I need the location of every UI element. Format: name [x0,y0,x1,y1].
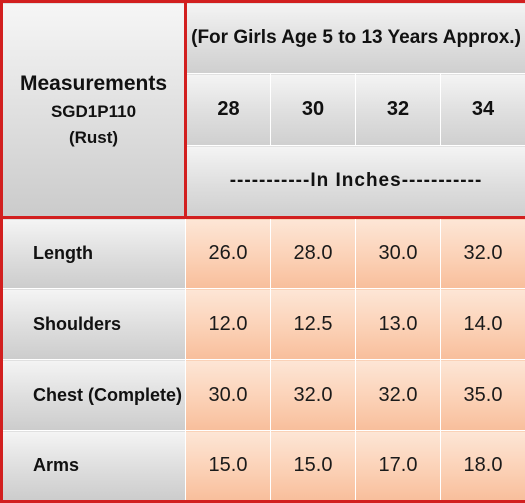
value-cell: 12.5 [271,289,356,360]
value-cell: 30.0 [186,360,271,431]
size-header-34: 34 [441,74,525,146]
value-cell: 15.0 [271,431,356,502]
value-cell: 28.0 [271,218,356,289]
table-row: Length 26.0 28.0 30.0 32.0 [2,218,525,289]
value-cell: 32.0 [356,360,441,431]
value-cell: 32.0 [271,360,356,431]
value-cell: 18.0 [441,431,525,502]
table-row: Shoulders 12.0 12.5 13.0 14.0 [2,289,525,360]
size-header-32: 32 [356,74,441,146]
value-cell: 17.0 [356,431,441,502]
value-cell: 35.0 [441,360,525,431]
product-color: (Rust) [3,127,184,148]
value-cell: 12.0 [186,289,271,360]
size-header-30: 30 [271,74,356,146]
row-label-arms: Arms [2,431,186,502]
value-cell: 26.0 [186,218,271,289]
age-range-header: (For Girls Age 5 to 13 Years Approx.) [186,2,525,74]
row-label-length: Length [2,218,186,289]
row-label-chest: Chest (Complete) [2,360,186,431]
size-header-28: 28 [186,74,271,146]
units-label: -----------In Inches----------- [186,146,525,218]
value-cell: 30.0 [356,218,441,289]
row-label-shoulders: Shoulders [2,289,186,360]
table-row: Arms 15.0 15.0 17.0 18.0 [2,431,525,502]
measurements-header-cell: Measurements SGD1P110 (Rust) [2,2,186,218]
table-row: Chest (Complete) 30.0 32.0 32.0 35.0 [2,360,525,431]
measurements-title: Measurements [3,71,184,97]
value-cell: 13.0 [356,289,441,360]
value-cell: 14.0 [441,289,525,360]
header-age-row: Measurements SGD1P110 (Rust) (For Girls … [2,2,525,74]
value-cell: 15.0 [186,431,271,502]
value-cell: 32.0 [441,218,525,289]
product-code: SGD1P110 [3,101,184,122]
